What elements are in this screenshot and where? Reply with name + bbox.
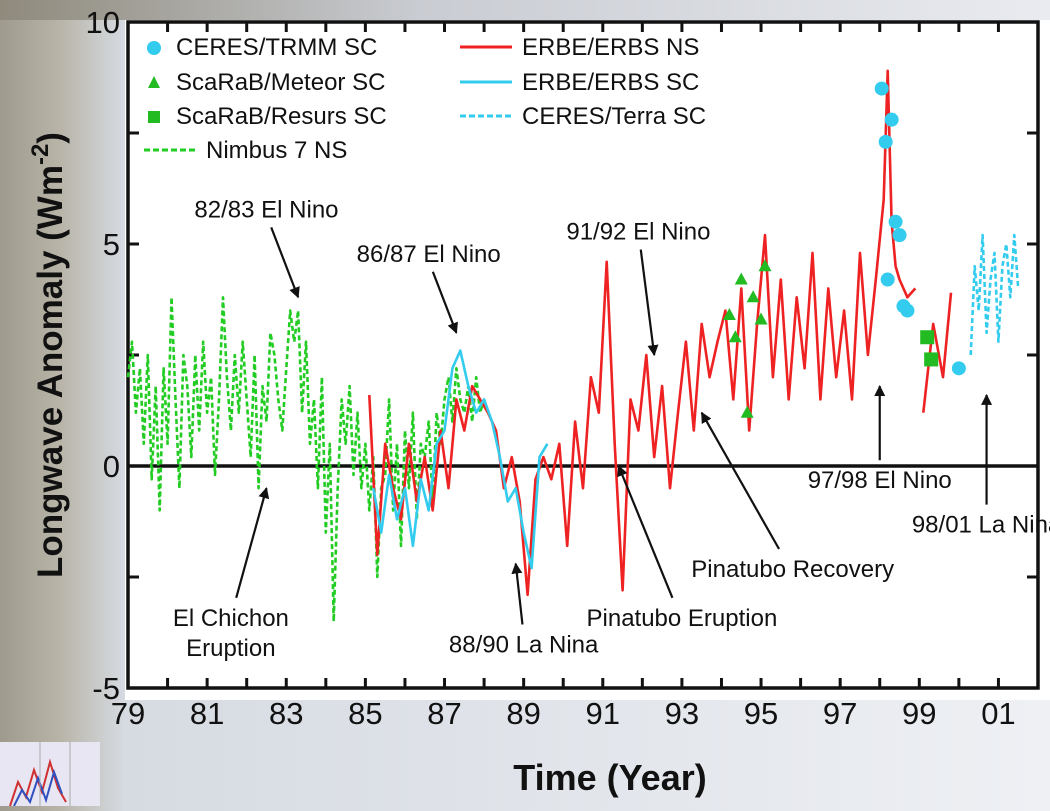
points-layer (722, 81, 966, 418)
series-line-erbe-erbs-ns (368, 69, 917, 597)
point-scarab-meteor-sc (740, 405, 754, 418)
x-tick-label: 91 (586, 696, 620, 731)
y-axis-label-exponent: -2 (27, 144, 54, 165)
annotation-88-90-la-nina-arrow (511, 562, 524, 625)
y-tick-label: -5 (92, 671, 120, 706)
series-line-erbe-erbs-ns (922, 292, 953, 413)
x-tick-label: 93 (665, 696, 699, 731)
point-scarab-meteor-sc (746, 290, 760, 303)
series-layer (126, 69, 1020, 623)
legend-scarab-meteor-sc-label: ScaRaB/Meteor SC (176, 69, 385, 96)
point-ceres-trmm-sc (878, 134, 893, 149)
point-ceres-trmm-sc (888, 214, 903, 229)
point-ceres-trmm-sc (900, 303, 915, 318)
x-axis-label: Time (Year) (513, 757, 706, 798)
x-tick-label: 87 (427, 696, 461, 731)
annotation-91-92-el-nino-arrow (639, 249, 659, 357)
point-scarab-meteor-sc (754, 312, 768, 325)
x-tick-label: 99 (902, 696, 936, 731)
annotation-el-chichon-eruption-label: El Chichon (173, 605, 289, 632)
series-line-erbe-erbs-sc (372, 349, 549, 570)
x-tick-label: 79 (111, 696, 145, 731)
x-tick-label: 97 (823, 696, 857, 731)
annotation-el-chichon-eruption-arrow (235, 487, 270, 599)
annotation-pinatubo-recovery-arrow (700, 411, 781, 550)
annotation-97-98-el-nino-label: 97/98 El Nino (808, 467, 952, 494)
annotation-98-01-la-nina-label: 98/01 La Nina (912, 512, 1050, 539)
series-line-ceres-terra-sc (969, 233, 1020, 356)
x-tick-label: 01 (981, 696, 1015, 731)
thumbnail-image (0, 742, 100, 807)
x-tick-label: 85 (348, 696, 382, 731)
annotation-pinatubo-recovery-label: Pinatubo Recovery (691, 556, 894, 583)
annotation-86-87-el-nino-label: 86/87 El Nino (357, 241, 501, 268)
legend-scarab-resurs-sc-label: ScaRaB/Resurs SC (176, 103, 387, 130)
point-ceres-trmm-sc (880, 272, 895, 287)
legend-scarab-meteor-sc-marker (148, 76, 160, 88)
x-tick-label: 95 (744, 696, 778, 731)
annotation-pinatubo-eruption-arrow (617, 464, 674, 599)
y-axis-label-close: ) (31, 132, 70, 144)
annotation-pinatubo-eruption-label: Pinatubo Eruption (587, 605, 778, 632)
point-ceres-trmm-sc (892, 228, 907, 243)
annotation-86-87-el-nino-arrow (431, 271, 458, 334)
point-scarab-meteor-sc (722, 308, 736, 321)
plot-panel (125, 20, 1050, 700)
legend-ceres-trmm-sc: CERES/TRMM SC (147, 34, 377, 61)
x-tick-label: 83 (269, 696, 303, 731)
y-tick-label: 10 (86, 5, 120, 40)
legend-erbe-erbs-sc: ERBE/ERBS SC (460, 69, 699, 96)
legend-ceres-terra-sc-label: CERES/Terra SC (522, 103, 706, 130)
point-ceres-trmm-sc (884, 112, 899, 127)
x-tick-label: 89 (506, 696, 540, 731)
legend-ceres-terra-sc: CERES/Terra SC (460, 103, 706, 130)
annotations: 82/83 El Nino 86/87 El Nino 91/92 El Nino E… (173, 196, 1050, 661)
annotation-82-83-el-nino-arrow (270, 226, 300, 299)
annotation-82-83-el-nino-label: 82/83 El Nino (194, 196, 338, 223)
legend-erbe-erbs-ns-label: ERBE/ERBS NS (522, 34, 699, 61)
legend-scarab-meteor-sc: ScaRaB/Meteor SC (148, 69, 385, 96)
legend-nimbus-7-ns: Nimbus 7 NS (144, 137, 347, 164)
annotation-el-chichon-eruption-label: Eruption (186, 635, 275, 662)
legend: CERES/TRMM SC ScaRaB/Meteor SC ScaRaB/Resu… (144, 34, 706, 164)
series-line-nimbus-7-ns (126, 295, 486, 623)
y-axis-label: Longwave Anomaly (Wm-2) (27, 132, 70, 578)
legend-erbe-erbs-ns: ERBE/ERBS NS (460, 34, 699, 61)
annotation-88-90-la-nina-label: 88/90 La Nina (449, 631, 599, 658)
y-tick-label: 0 (103, 449, 120, 484)
y-axis-label-base: Longwave Anomaly (Wm (31, 165, 70, 578)
point-ceres-trmm-sc (874, 81, 889, 96)
legend-ceres-trmm-sc-marker (147, 41, 161, 55)
point-scarab-meteor-sc (734, 272, 748, 285)
thumbnail-graph-icon (9, 742, 71, 807)
y-tick-label: 5 (103, 227, 120, 262)
point-scarab-resurs-sc (924, 352, 939, 367)
legend-erbe-erbs-sc-label: ERBE/ERBS SC (522, 69, 699, 96)
legend-scarab-resurs-sc: ScaRaB/Resurs SC (148, 103, 387, 130)
background-strip (0, 0, 1050, 20)
point-ceres-trmm-sc (951, 361, 966, 376)
legend-ceres-trmm-sc-label: CERES/TRMM SC (176, 34, 377, 61)
point-scarab-meteor-sc (758, 259, 772, 272)
legend-scarab-resurs-sc-marker (148, 111, 160, 123)
axis-ticks: 79 81 83 85 87 89 91 93 95 97 99 01 -5 0 5 10 (86, 5, 1040, 731)
legend-nimbus-7-ns-label: Nimbus 7 NS (206, 137, 347, 164)
point-scarab-resurs-sc (920, 330, 935, 345)
x-tick-label: 81 (190, 696, 224, 731)
point-scarab-meteor-sc (728, 330, 742, 343)
annotation-91-92-el-nino-label: 91/92 El Nino (566, 219, 710, 246)
